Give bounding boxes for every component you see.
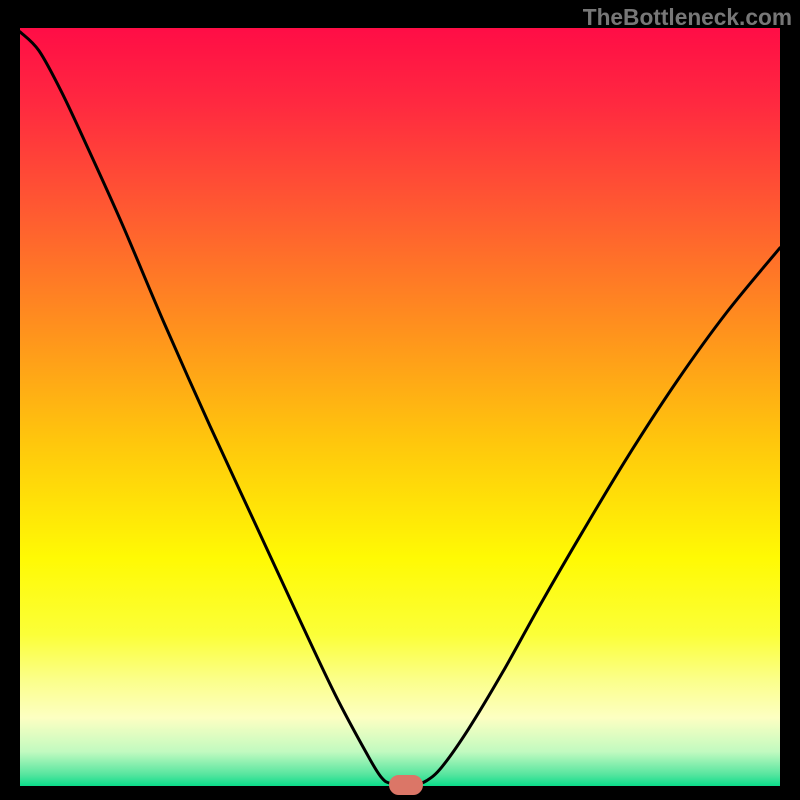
watermark-text: TheBottleneck.com [583, 4, 792, 31]
chart-stage: TheBottleneck.com [0, 0, 800, 800]
gradient-plot-area [20, 28, 780, 786]
optimal-point-marker [389, 775, 423, 795]
